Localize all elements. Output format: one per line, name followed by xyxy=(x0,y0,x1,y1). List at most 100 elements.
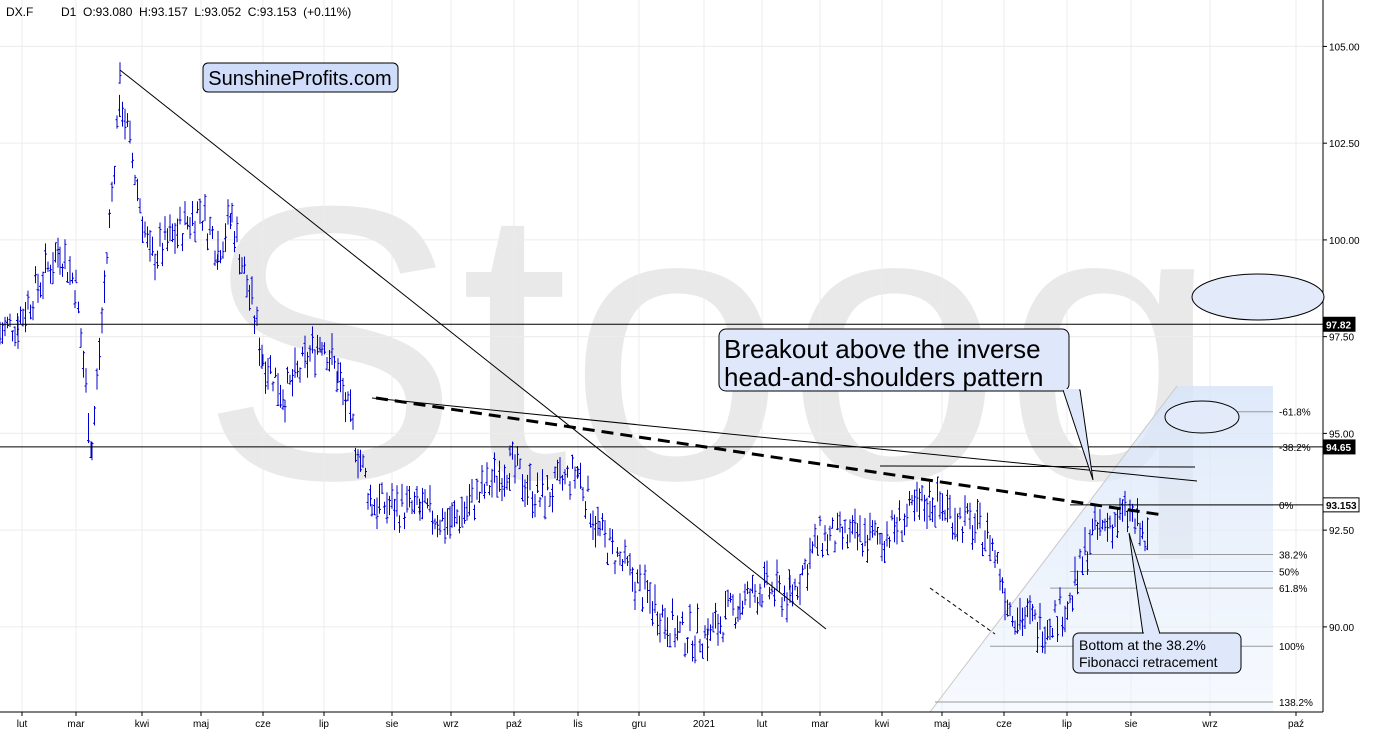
price-bar xyxy=(686,637,689,654)
price-bar xyxy=(541,469,544,498)
price-bar xyxy=(418,501,422,521)
price-bar xyxy=(1041,631,1044,653)
x-tick-label: cze xyxy=(996,719,1012,730)
price-bar xyxy=(500,478,504,502)
price-bar xyxy=(49,264,52,284)
price-bar xyxy=(269,355,272,374)
price-bar xyxy=(871,520,874,538)
price-bar xyxy=(831,517,834,529)
price-bar xyxy=(3,316,7,337)
price-bar xyxy=(573,466,577,489)
price-bar xyxy=(863,518,867,547)
price-bar xyxy=(131,152,134,169)
fib-level-label: 138.2% xyxy=(1279,698,1313,709)
price-bar xyxy=(780,597,784,618)
price-bar xyxy=(963,495,967,526)
price-bar xyxy=(436,515,439,538)
price-bar xyxy=(915,481,919,512)
price-bar xyxy=(93,406,96,426)
price-bar xyxy=(828,525,832,541)
price-bar xyxy=(621,558,624,572)
price-bar xyxy=(245,274,249,298)
fib-level-label: 61.8% xyxy=(1279,584,1307,595)
price-bar xyxy=(108,209,111,229)
x-tick-label: sie xyxy=(1125,719,1138,730)
price-bar xyxy=(188,217,192,239)
price-bar xyxy=(493,452,496,483)
neckline-thin xyxy=(371,397,1198,482)
price-marker-label: 93.153 xyxy=(1326,501,1357,512)
price-bar xyxy=(1056,616,1059,643)
price-bar xyxy=(441,508,444,522)
price-bar xyxy=(303,335,307,369)
price-bar xyxy=(113,165,116,185)
price-bar xyxy=(82,350,85,378)
price-bar xyxy=(161,242,164,267)
header-ohlc: O:93.080 H:93.157 L:93.052 C:93.153 (+0.… xyxy=(83,5,351,19)
y-tick-label: 102.50 xyxy=(1329,139,1360,150)
x-tick-label: lut xyxy=(757,719,768,730)
price-bar xyxy=(153,253,157,281)
price-bar xyxy=(333,355,336,369)
bottom-text-line-2: Fibonacci retracement xyxy=(1079,654,1218,670)
price-bar xyxy=(293,347,297,378)
price-bar xyxy=(475,478,479,500)
fib-level-label: 100% xyxy=(1279,642,1305,653)
price-bar xyxy=(178,206,182,225)
price-bar xyxy=(488,485,491,496)
price-bar xyxy=(156,250,159,269)
price-bar xyxy=(910,494,914,506)
price-bar xyxy=(226,199,230,225)
price-bar xyxy=(393,498,396,531)
price-bar xyxy=(341,377,345,406)
price-bar xyxy=(463,501,466,524)
price-bar xyxy=(203,194,207,222)
price-bar xyxy=(1091,518,1094,536)
price-bar xyxy=(558,457,562,485)
price-bar xyxy=(581,487,585,502)
support-dashed xyxy=(929,587,996,635)
price-bar xyxy=(288,374,292,385)
price-bar xyxy=(450,502,454,528)
price-bar xyxy=(0,321,2,345)
price-bar xyxy=(34,266,37,284)
price-bar xyxy=(233,231,236,253)
price-bar xyxy=(523,479,527,507)
downtrend-line xyxy=(119,69,827,630)
price-bar xyxy=(521,474,524,502)
price-bar xyxy=(656,611,659,636)
price-bar xyxy=(1121,499,1124,522)
price-bar xyxy=(320,342,324,356)
price-bar xyxy=(378,483,381,514)
price-bar xyxy=(803,558,807,570)
price-bar xyxy=(579,462,582,489)
price-bar xyxy=(741,600,744,615)
price-bar xyxy=(421,487,424,520)
price-bar xyxy=(770,581,774,595)
price-bar xyxy=(1143,540,1147,552)
price-bar xyxy=(951,522,954,540)
price-bar xyxy=(751,574,754,594)
price-bar xyxy=(369,484,372,507)
price-bar xyxy=(706,618,710,636)
price-bar xyxy=(460,496,464,528)
price-bar xyxy=(428,485,432,513)
price-bar xyxy=(756,596,759,615)
price-bar xyxy=(801,565,804,576)
price-bar xyxy=(748,588,752,608)
price-bar xyxy=(1053,600,1057,613)
price-bar xyxy=(366,492,370,510)
price-bar xyxy=(286,366,289,384)
price-bar xyxy=(248,284,251,311)
price-bar xyxy=(531,491,534,519)
price-bar xyxy=(643,564,647,590)
y-tick-label: 95.00 xyxy=(1329,429,1354,440)
price-bar xyxy=(21,308,25,327)
right-shoulder-line xyxy=(879,465,1196,468)
price-bar xyxy=(1013,620,1017,635)
price-bar xyxy=(143,221,147,238)
price-bar xyxy=(66,272,69,283)
price-bar xyxy=(946,489,949,523)
price-bar xyxy=(913,489,916,522)
